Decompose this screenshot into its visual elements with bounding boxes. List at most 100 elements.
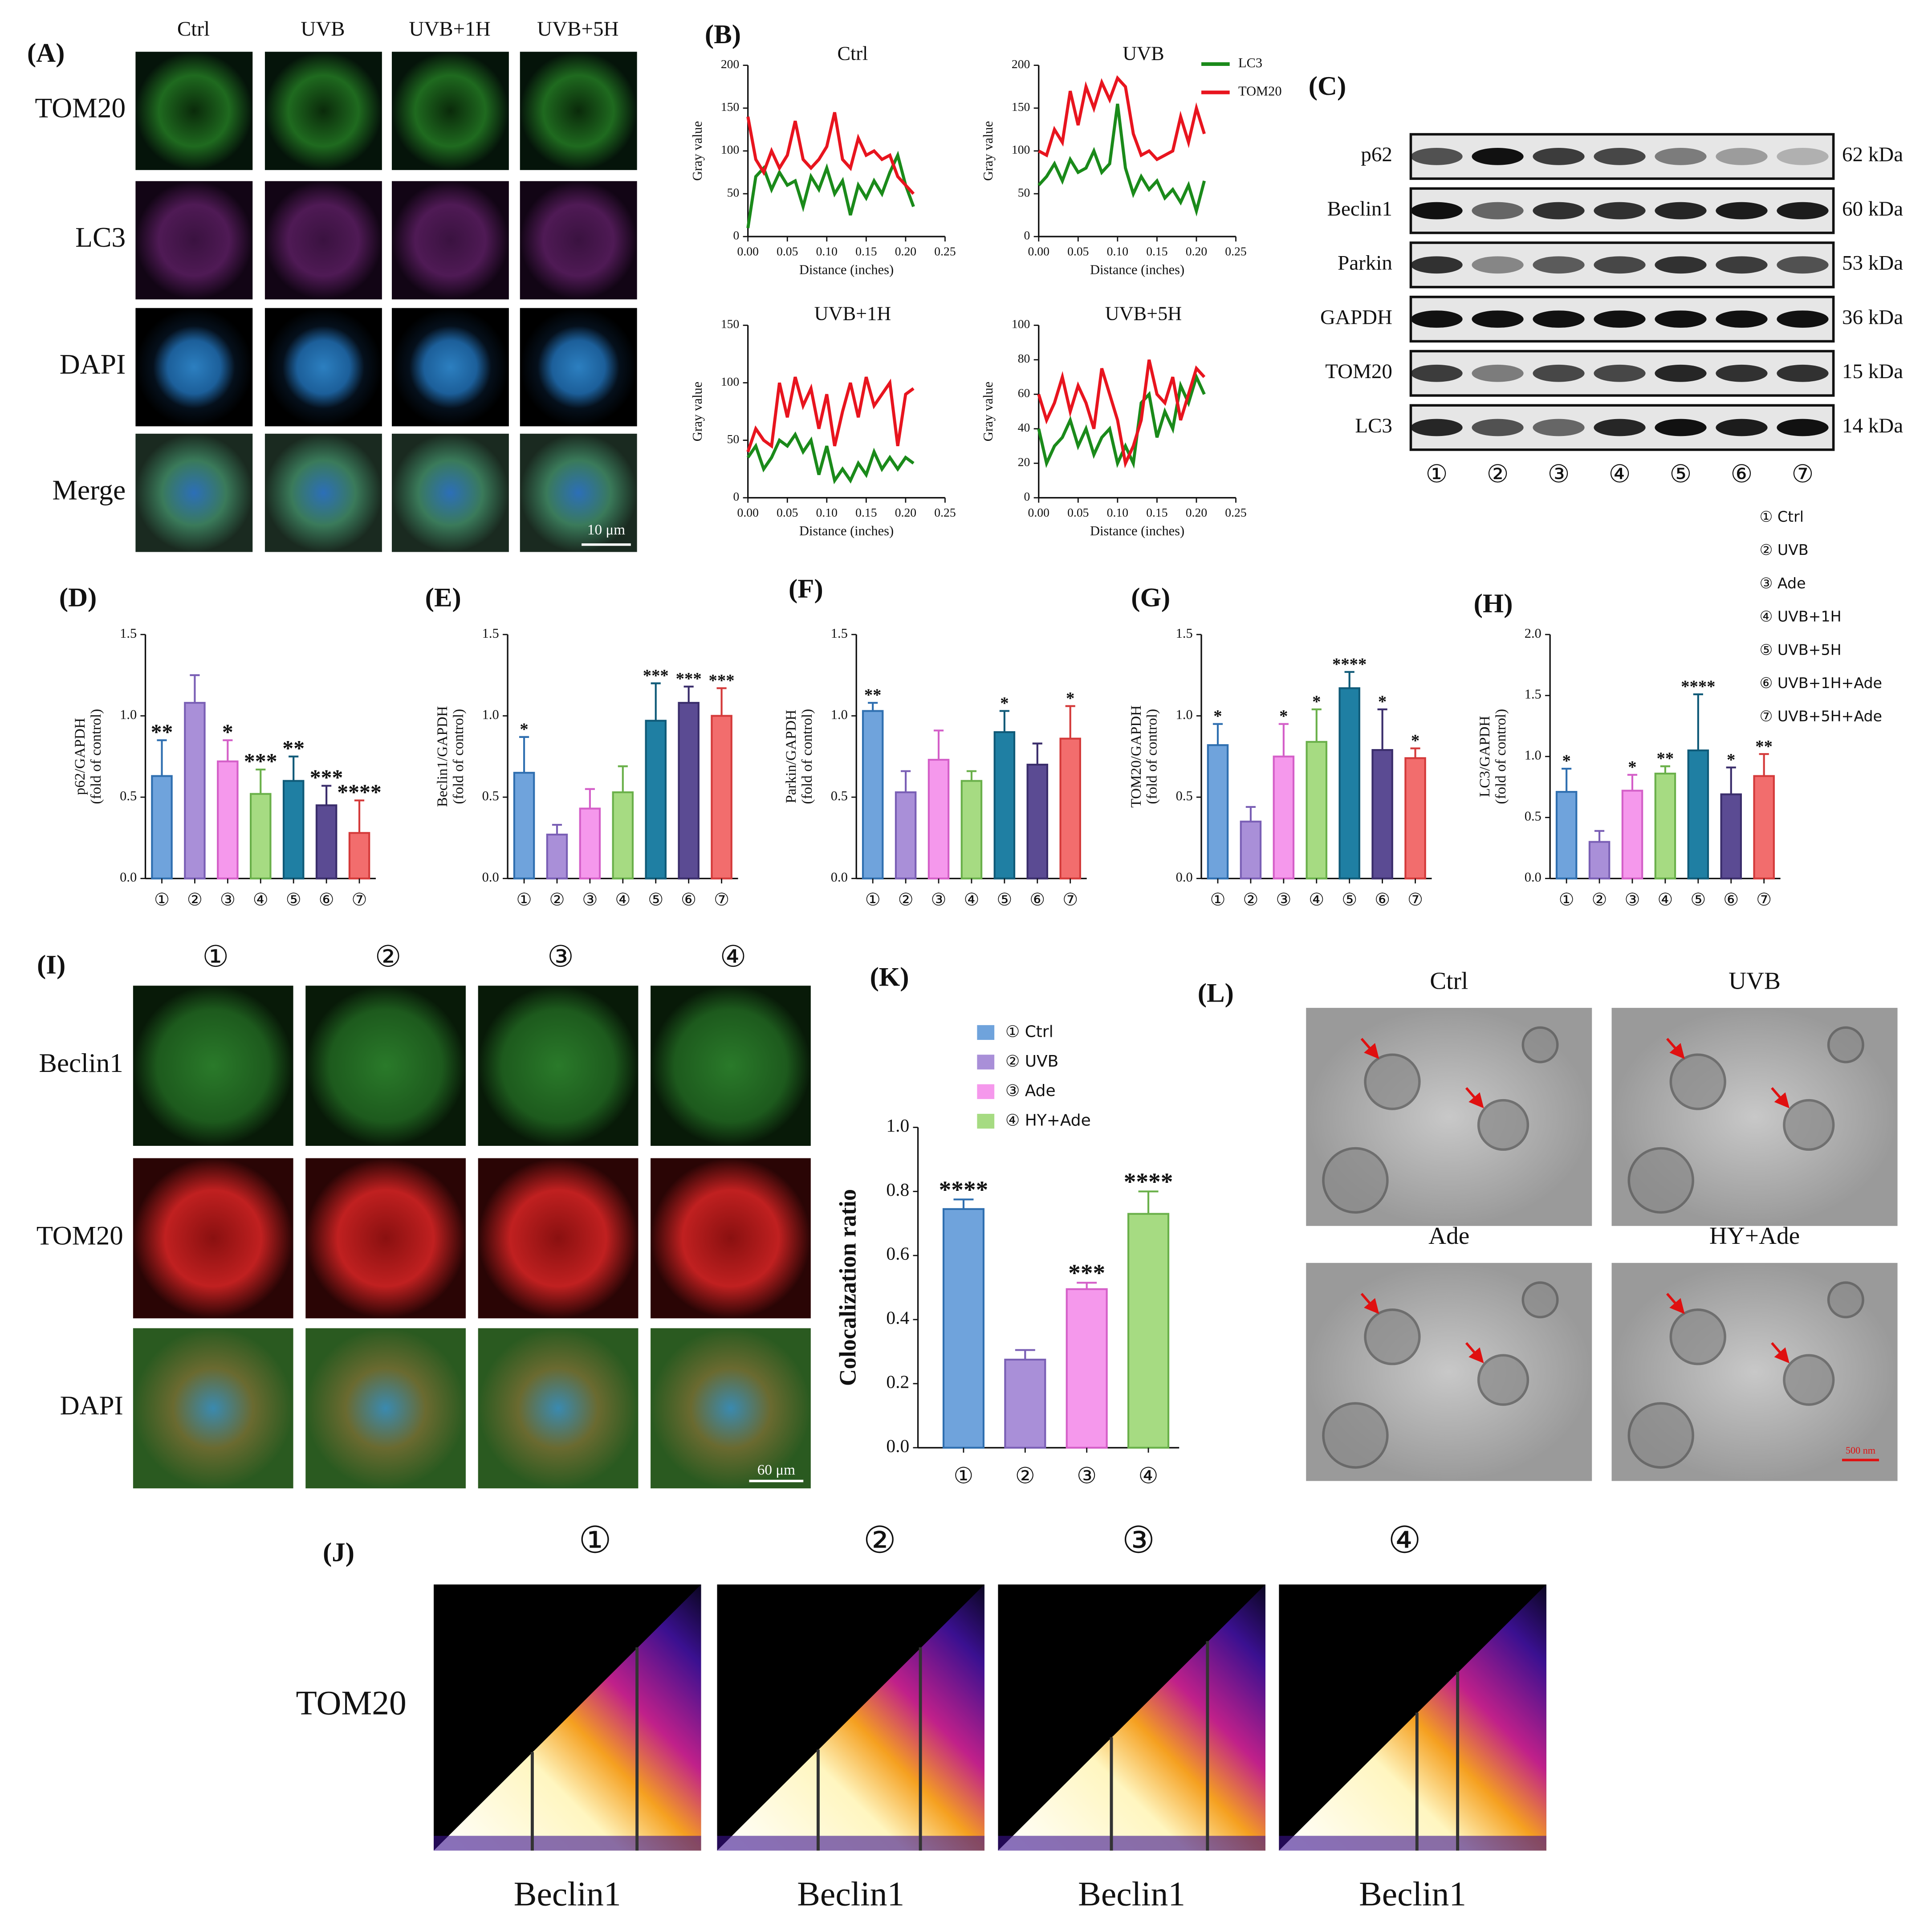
y-tick-label: 100 (721, 375, 739, 388)
micrograph (391, 308, 509, 427)
blot-band (1533, 419, 1585, 436)
y-tick-label: 1.0 (886, 1115, 909, 1136)
blot-band (1655, 147, 1707, 165)
y-tick-label: 1.5 (1176, 626, 1193, 641)
significance: ** (1755, 737, 1773, 756)
x-tick-label: ⑦ (1062, 890, 1078, 910)
legend-label: ③ Ade (1005, 1082, 1056, 1100)
y-axis-label: p62/GAPDH (72, 718, 88, 795)
x-tick-label: ⑥ (1375, 890, 1390, 910)
bar (546, 833, 568, 880)
significance: * (1066, 689, 1074, 708)
lane-label: ③ (1548, 460, 1570, 489)
bar (151, 775, 173, 880)
micrograph (478, 1158, 639, 1319)
bar (678, 702, 700, 880)
significance: * (1213, 707, 1222, 726)
panel-label: (F) (789, 574, 823, 604)
arrow (1360, 1038, 1379, 1059)
row-label: DAPI (60, 348, 126, 380)
bar (1654, 772, 1676, 880)
significance: *** (643, 666, 669, 685)
x-tick-label: ③ (1077, 1463, 1097, 1489)
x-tick-label: 0.25 (934, 244, 956, 258)
chart-title: Ctrl (837, 43, 868, 65)
y-tick-label: 150 (721, 100, 739, 114)
legend-label: LC3 (1238, 55, 1262, 70)
x-axis-label: Distance (inches) (799, 262, 894, 277)
bar (1004, 1358, 1046, 1449)
error-bar (999, 710, 1009, 732)
data-line (746, 376, 915, 452)
bar (711, 715, 732, 880)
panel-label: (D) (59, 583, 97, 612)
error-bar (1138, 1190, 1159, 1214)
bar (217, 760, 239, 880)
row-label: TOM20 (35, 92, 126, 124)
y-tick-label: 60 (1018, 386, 1030, 400)
band-name: TOM20 (1325, 360, 1392, 383)
x-tick-label: 0.20 (895, 505, 916, 519)
scale-bar-label: 10 μm (587, 521, 625, 538)
micrograph (651, 986, 811, 1146)
x-tick-label: 0.25 (934, 505, 956, 519)
bar (1404, 757, 1426, 880)
y-tick-label: 80 (1018, 351, 1030, 365)
x-tick-label: 0.15 (1146, 244, 1167, 258)
y-axis-label: (fold of control) (1493, 709, 1509, 804)
bar (960, 780, 983, 880)
x-tick-label: ③ (1625, 890, 1640, 910)
organelle (1627, 1402, 1694, 1469)
blot-band (1594, 364, 1646, 382)
error-bar (1562, 768, 1572, 792)
y-tick-label: 1.0 (1176, 707, 1193, 722)
blot-band (1472, 202, 1524, 220)
y-tick-label: 0 (733, 489, 740, 503)
panel-label: (E) (425, 583, 461, 612)
error-bar (1245, 806, 1256, 822)
row-label: Merge (52, 474, 126, 505)
bar (1338, 687, 1360, 880)
significance: **** (939, 1176, 988, 1203)
bar (315, 804, 338, 880)
x-tick-label: ④ (615, 890, 630, 910)
bar (250, 793, 272, 880)
lane-label: ⑤ (1670, 460, 1692, 489)
error-bar (1065, 705, 1075, 739)
y-tick-label: 150 (1012, 100, 1030, 114)
blot-band (1411, 147, 1463, 165)
micrograph (520, 181, 637, 300)
bar (1306, 741, 1328, 880)
significance: **** (337, 780, 382, 804)
error-bar (354, 799, 365, 833)
band-size: 14 kDa (1842, 414, 1903, 437)
y-tick-label: 1.0 (482, 707, 499, 722)
x-tick-label: ① (1210, 890, 1226, 910)
y-tick-label: 100 (1012, 143, 1030, 156)
x-tick-label: ⑤ (648, 890, 663, 910)
error-bar (321, 785, 332, 806)
data-line (746, 112, 915, 195)
legend-swatch (977, 1055, 995, 1070)
y-tick-label: 50 (727, 432, 740, 446)
y-tick-label: 0.4 (886, 1308, 909, 1328)
bar (895, 791, 917, 880)
blot-band (1594, 419, 1646, 436)
y-tick-label: 100 (1012, 317, 1030, 331)
significance: **** (1332, 655, 1367, 674)
bar (1753, 775, 1775, 880)
significance: * (222, 720, 233, 744)
x-axis-label: Distance (inches) (1090, 523, 1184, 538)
significance: * (1562, 751, 1570, 770)
column-label: UVB+1H (409, 17, 490, 41)
y-tick-label: 1.0 (831, 707, 848, 722)
micrograph (391, 52, 509, 170)
x-tick-label: ⑥ (1029, 890, 1045, 910)
legend-swatch (977, 1114, 995, 1129)
y-tick-label: 50 (727, 185, 740, 199)
x-tick-label: ⑥ (681, 890, 696, 910)
x-axis-label: Distance (inches) (799, 523, 894, 538)
blot-band (1472, 364, 1524, 382)
y-axis-label: (fold of control) (799, 709, 815, 804)
